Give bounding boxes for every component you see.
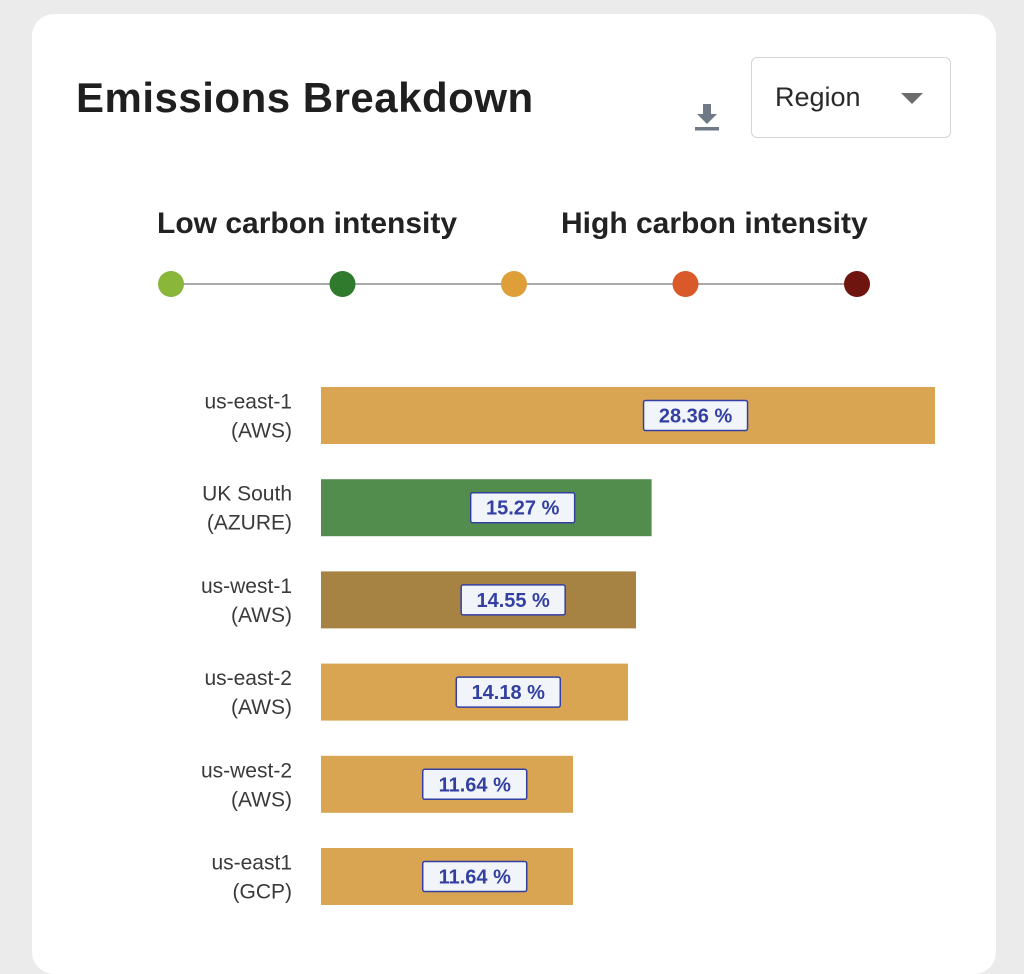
category-label-line1: us-west-2 [201,759,292,782]
category-label-line2: (AZURE) [207,512,292,535]
category-label-line2: (AWS) [231,604,292,627]
category-label-line1: us-west-1 [201,575,292,598]
download-icon [695,104,719,131]
data-label-box [469,491,576,524]
data-label: 15.27 % [486,498,560,520]
category-label-line2: (AWS) [231,788,292,811]
bar-1[interactable] [321,387,935,444]
category-label-line2: (AWS) [231,420,292,443]
chevron-down-icon [901,93,923,104]
data-label-box [460,584,566,616]
emissions-bar-chart: us-east-1 (AWS) 28.36 % UK South (AZURE) 15.2… [201,387,935,905]
category-label-line1: us-east-2 [204,667,292,690]
data-label-box [642,399,749,432]
data-label: 14.55 % [476,590,550,612]
data-label: 11.64 % [439,867,512,889]
group-by-selected-value: Region [775,82,861,112]
category-label-line2: (GCP) [233,881,293,904]
data-label-box [421,768,528,801]
emissions-breakdown-card: Emissions Breakdown Region Low carbon in… [32,14,996,974]
category-label-line1: us-east1 [211,852,292,875]
legend-low-label: Low carbon intensity [157,207,458,240]
group-by-select[interactable]: Region [751,57,951,138]
category-label-line1: us-east-1 [204,391,292,414]
data-label-box [421,860,528,893]
data-label: 14.18 % [472,682,546,704]
category-label-line1: UK South [202,483,292,506]
category-label-line2: (AWS) [231,696,292,719]
data-label-box [455,676,562,708]
data-label: 28.36 % [659,406,733,428]
data-label: 11.64 % [439,774,512,796]
download-button[interactable] [689,100,725,136]
card-title: Emissions Breakdown [76,74,534,121]
legend-high-label: High carbon intensity [561,207,868,240]
